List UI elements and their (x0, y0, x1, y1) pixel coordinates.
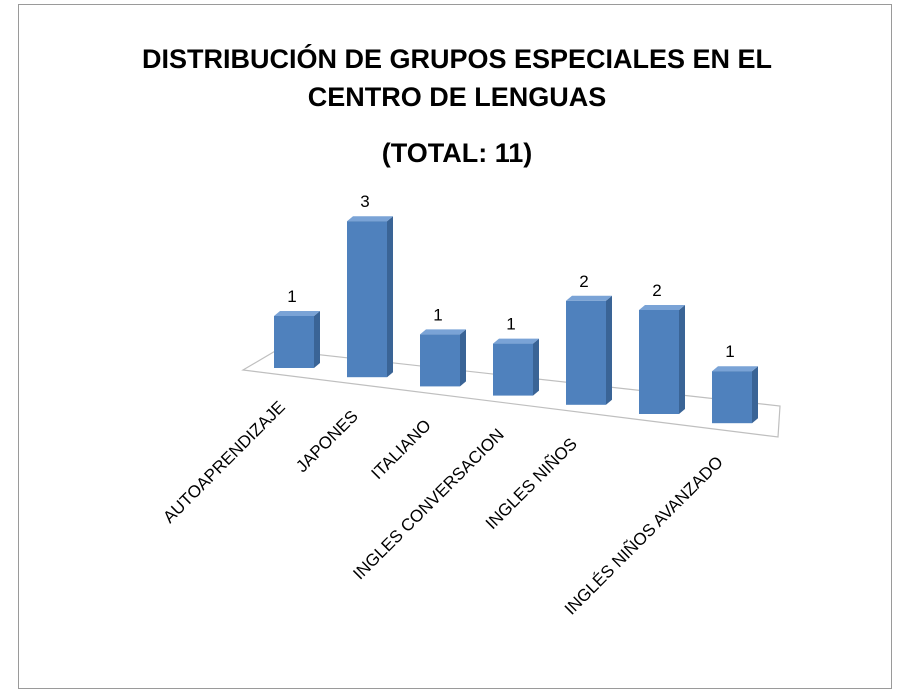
bar-side (752, 366, 758, 424)
x-tick-label: ITALIANO (368, 416, 435, 483)
data-label: 3 (360, 192, 369, 211)
floor (241, 349, 781, 438)
data-label: 2 (579, 272, 588, 291)
bar-side (606, 295, 612, 405)
bar (420, 334, 460, 387)
bar-side (533, 338, 539, 396)
bar-top (347, 216, 393, 222)
bar-top (566, 295, 612, 301)
bar-side (679, 305, 685, 414)
bar (712, 371, 752, 424)
bar-side (314, 311, 320, 368)
bar-top (420, 329, 466, 335)
bar (274, 316, 314, 368)
data-label: 1 (433, 305, 442, 324)
bar-top (712, 366, 758, 372)
x-tick-label: INGLES CONVERSACION (349, 425, 507, 583)
data-label: 1 (506, 315, 515, 334)
bar (493, 343, 533, 396)
chart-frame (18, 4, 892, 689)
bar-top (639, 305, 685, 310)
bar-side (460, 329, 466, 387)
bar (347, 221, 387, 378)
bar (639, 310, 679, 414)
bar-side (387, 216, 393, 378)
chart-subtitle: (TOTAL: 11) (381, 138, 533, 168)
x-tick-label: AUTOAPRENDIZAJE (159, 397, 288, 526)
bar (566, 300, 606, 405)
data-label: 1 (287, 287, 296, 306)
x-tick-label: INGLÉS NIÑOS AVANZADO (561, 453, 727, 619)
bar-top (493, 338, 539, 344)
bar-top (274, 311, 320, 316)
x-tick-label: JAPONES (292, 407, 362, 477)
data-label: 1 (725, 342, 734, 361)
data-label: 2 (652, 281, 661, 300)
chart-title: DISTRIBUCIÓN DE GRUPOS ESPECIALES EN EL … (141, 44, 773, 112)
